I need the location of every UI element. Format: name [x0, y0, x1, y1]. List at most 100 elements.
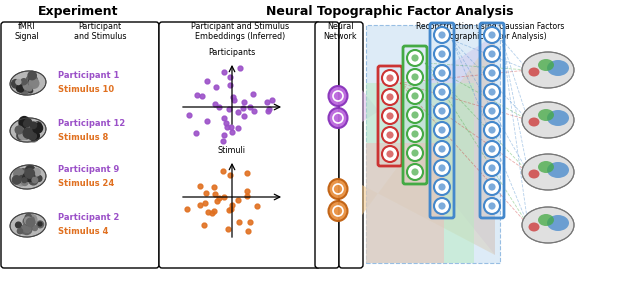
Circle shape — [484, 141, 500, 157]
Circle shape — [22, 178, 27, 183]
Circle shape — [407, 107, 423, 123]
Circle shape — [387, 151, 394, 157]
Circle shape — [488, 69, 495, 77]
Circle shape — [17, 229, 22, 234]
Circle shape — [438, 164, 445, 172]
Circle shape — [36, 175, 42, 182]
Circle shape — [17, 132, 24, 140]
Circle shape — [438, 202, 445, 210]
Circle shape — [488, 183, 495, 191]
FancyBboxPatch shape — [366, 143, 444, 263]
Ellipse shape — [538, 214, 554, 226]
Circle shape — [438, 126, 445, 134]
Text: Stimulus 10: Stimulus 10 — [58, 86, 114, 95]
Circle shape — [412, 55, 419, 61]
Circle shape — [434, 46, 450, 62]
Circle shape — [15, 222, 21, 228]
Circle shape — [382, 89, 398, 105]
Circle shape — [382, 127, 398, 143]
Circle shape — [12, 79, 20, 88]
Text: Participant 12: Participant 12 — [58, 119, 125, 128]
FancyBboxPatch shape — [1, 22, 159, 268]
Circle shape — [488, 88, 495, 96]
Circle shape — [484, 160, 500, 176]
Circle shape — [28, 78, 37, 87]
Text: Stimulus 4: Stimulus 4 — [58, 227, 108, 237]
Ellipse shape — [547, 162, 569, 178]
Circle shape — [387, 75, 394, 81]
Circle shape — [14, 169, 24, 179]
Circle shape — [407, 126, 423, 142]
Circle shape — [27, 86, 32, 91]
Circle shape — [23, 173, 29, 179]
Circle shape — [34, 122, 38, 126]
Circle shape — [26, 224, 33, 230]
Circle shape — [31, 217, 34, 221]
Text: Participant 1: Participant 1 — [58, 72, 120, 81]
Text: fMRI
Signal: fMRI Signal — [15, 22, 40, 41]
Circle shape — [484, 103, 500, 119]
Circle shape — [33, 123, 42, 132]
Circle shape — [31, 123, 35, 127]
Circle shape — [24, 217, 32, 225]
Circle shape — [382, 108, 398, 124]
Circle shape — [33, 226, 37, 231]
Circle shape — [31, 79, 35, 83]
Circle shape — [387, 113, 394, 119]
Circle shape — [484, 65, 500, 81]
Circle shape — [412, 111, 419, 119]
Circle shape — [22, 224, 31, 232]
Circle shape — [488, 202, 495, 210]
Circle shape — [488, 50, 495, 58]
FancyBboxPatch shape — [315, 22, 339, 268]
Circle shape — [19, 130, 28, 139]
FancyBboxPatch shape — [339, 22, 363, 268]
Circle shape — [28, 89, 33, 93]
Circle shape — [18, 169, 29, 180]
Text: Stimuli: Stimuli — [218, 146, 246, 155]
Circle shape — [438, 107, 445, 115]
Ellipse shape — [522, 207, 574, 243]
Circle shape — [21, 224, 32, 235]
FancyBboxPatch shape — [159, 22, 320, 268]
Ellipse shape — [529, 169, 540, 179]
Circle shape — [20, 85, 26, 91]
Circle shape — [412, 73, 419, 81]
Ellipse shape — [522, 154, 574, 190]
Ellipse shape — [538, 161, 554, 173]
Circle shape — [15, 177, 22, 185]
Circle shape — [22, 173, 30, 181]
Ellipse shape — [10, 213, 46, 237]
Circle shape — [29, 218, 35, 224]
Circle shape — [29, 132, 36, 140]
Circle shape — [21, 170, 27, 176]
Ellipse shape — [529, 117, 540, 126]
Circle shape — [22, 179, 28, 186]
Ellipse shape — [547, 110, 569, 126]
Circle shape — [434, 179, 450, 195]
Circle shape — [484, 122, 500, 138]
Ellipse shape — [522, 52, 574, 88]
Circle shape — [407, 50, 423, 66]
Circle shape — [15, 126, 23, 134]
Circle shape — [438, 69, 445, 77]
Ellipse shape — [547, 215, 569, 231]
Text: Neural
Network: Neural Network — [323, 22, 357, 41]
Ellipse shape — [328, 86, 348, 106]
Circle shape — [26, 126, 36, 137]
Circle shape — [12, 176, 20, 184]
Circle shape — [15, 173, 20, 178]
Ellipse shape — [328, 201, 348, 221]
Circle shape — [28, 171, 33, 176]
Circle shape — [23, 218, 31, 226]
Text: Neural Topographic Factor Analysis: Neural Topographic Factor Analysis — [266, 5, 514, 18]
Circle shape — [438, 183, 445, 191]
Circle shape — [26, 76, 32, 82]
Circle shape — [24, 218, 32, 227]
Ellipse shape — [10, 165, 46, 189]
Ellipse shape — [547, 60, 569, 76]
Circle shape — [484, 84, 500, 100]
Circle shape — [438, 88, 445, 96]
Circle shape — [29, 129, 38, 138]
Text: Participants: Participants — [209, 48, 255, 57]
